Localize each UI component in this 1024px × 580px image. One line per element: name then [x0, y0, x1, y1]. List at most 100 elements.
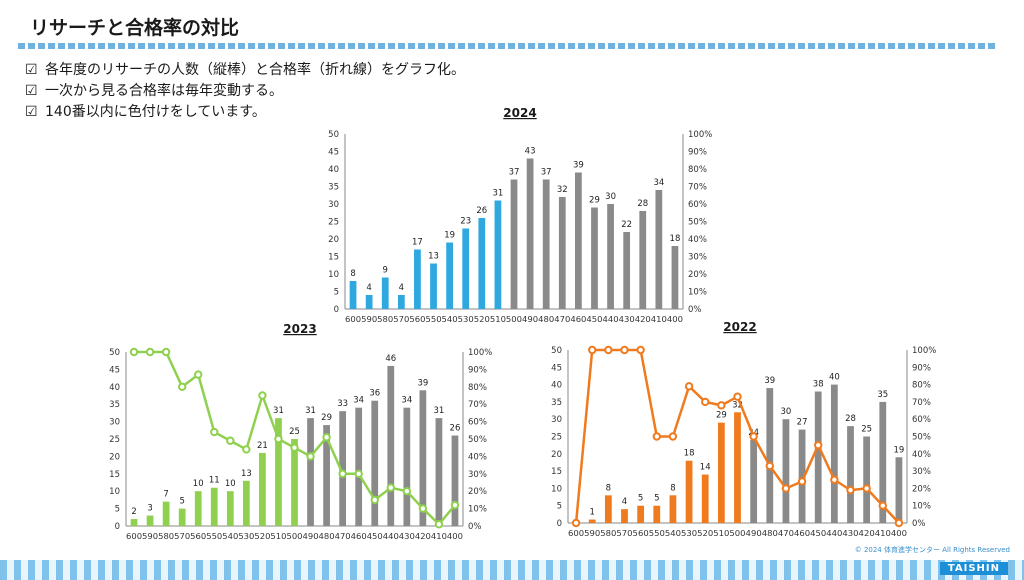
bar [750, 439, 758, 523]
bar [734, 412, 741, 523]
x-tick-label: 500 [286, 532, 302, 541]
x-tick-label: 410 [875, 529, 891, 538]
rate-point [402, 487, 412, 496]
y2-tick-label: 20% [688, 270, 707, 280]
bar [307, 418, 314, 526]
bar-value-label: 22 [621, 220, 632, 230]
bar-value-label: 31 [492, 189, 503, 199]
bar [275, 418, 282, 526]
x-tick-label: 600 [345, 315, 361, 324]
x-tick-label: 430 [619, 315, 635, 324]
checkbox-icon: ☑ [25, 83, 38, 99]
rate-point [668, 432, 678, 441]
bar-value-label: 23 [460, 217, 471, 227]
y-tick-label: 5 [334, 288, 339, 298]
x-tick-label: 420 [859, 529, 875, 538]
bullet-item: ☑ 一次から見る合格率は毎年変動する。 [25, 81, 465, 102]
bar [655, 190, 663, 309]
bar [387, 365, 395, 526]
y2-tick-label: 80% [688, 165, 707, 175]
bar-value-label: 30 [605, 192, 616, 202]
bar [575, 172, 582, 309]
bar-value-label: 14 [700, 463, 711, 473]
bar-value-label: 17 [412, 238, 423, 248]
rate-point [386, 483, 395, 492]
bar [259, 452, 266, 526]
x-tick-label: 530 [238, 532, 254, 541]
rate-point [701, 397, 710, 407]
bar [371, 400, 379, 526]
y-tick-label: 40 [328, 165, 339, 175]
x-tick-label: 560 [190, 532, 206, 541]
y-tick-label: 0 [334, 305, 339, 315]
y-tick-label: 0 [557, 519, 562, 529]
rate-point [797, 477, 807, 486]
bar-value-label: 28 [637, 199, 648, 209]
bullet-item: ☑ 140番以内に色付けをしています。 [25, 102, 465, 123]
bar [226, 491, 234, 526]
copyright-text: © 2024 体育進学センター All Rights Reserved [854, 546, 1010, 554]
rate-point [571, 518, 581, 528]
footer-band [0, 560, 1024, 580]
bar-value-label: 5 [654, 494, 659, 504]
bar [494, 200, 502, 309]
x-tick-label: 570 [393, 315, 409, 324]
bar [355, 407, 363, 526]
y-tick-label: 50 [551, 346, 562, 356]
bar-value-label: 26 [476, 206, 487, 216]
x-tick-label: 570 [616, 529, 632, 538]
x-tick-label: 540 [442, 315, 458, 324]
page-title: リサーチと合格率の対比 [30, 17, 240, 39]
bar [685, 460, 693, 523]
rate-point [604, 345, 613, 355]
rate-point [862, 484, 871, 493]
x-tick-label: 440 [603, 315, 619, 324]
y2-tick-label: 0% [688, 305, 702, 315]
x-tick-label: 420 [415, 532, 431, 541]
bar-value-label: 19 [444, 231, 455, 241]
rate-point [733, 392, 742, 401]
bar [623, 232, 631, 309]
bar [419, 390, 427, 526]
x-tick-label: 530 [458, 315, 474, 324]
bar-value-label: 30 [781, 407, 792, 417]
x-tick-label: 510 [270, 532, 286, 541]
x-tick-label: 470 [335, 532, 351, 541]
y-tick-label: 5 [115, 505, 120, 515]
y-tick-label: 35 [328, 183, 339, 193]
bar [446, 242, 453, 309]
x-tick-label: 470 [778, 529, 794, 538]
x-tick-label: 510 [490, 315, 506, 324]
y2-tick-label: 10% [468, 505, 487, 515]
rate-point [781, 484, 791, 493]
y-tick-label: 25 [551, 433, 562, 443]
y-tick-label: 45 [328, 148, 339, 158]
bar [414, 249, 421, 309]
y-tick-label: 10 [551, 484, 562, 494]
bar-value-label: 11 [209, 476, 220, 486]
rate-point [274, 434, 283, 444]
bar-value-label: 4 [622, 497, 627, 507]
bar [766, 388, 774, 523]
bar [542, 179, 550, 309]
bar-value-label: 39 [573, 161, 584, 171]
rate-point [242, 445, 251, 454]
x-tick-label: 520 [254, 532, 270, 541]
y2-tick-label: 90% [468, 365, 487, 375]
bar [847, 426, 854, 523]
rate-point [226, 436, 235, 445]
y2-tick-label: 50% [468, 435, 487, 445]
bar [451, 435, 459, 526]
bullet-text: 140番以内に色付けをしています。 [45, 104, 266, 120]
bar-value-label: 34 [653, 178, 664, 188]
y-tick-label: 5 [557, 502, 562, 512]
rate-point [846, 485, 855, 495]
x-tick-label: 450 [367, 532, 383, 541]
x-tick-label: 490 [522, 315, 538, 324]
bar-value-label: 46 [385, 354, 396, 364]
rate-point [765, 461, 774, 471]
bullet-text: 一次から見る合格率は毎年変動する。 [45, 83, 283, 99]
bullet-text: 各年度のリサーチの人数（縦棒）と合格率（折れ線）をグラフ化。 [45, 62, 465, 78]
x-tick-label: 540 [222, 532, 238, 541]
y-tick-label: 20 [551, 450, 562, 460]
